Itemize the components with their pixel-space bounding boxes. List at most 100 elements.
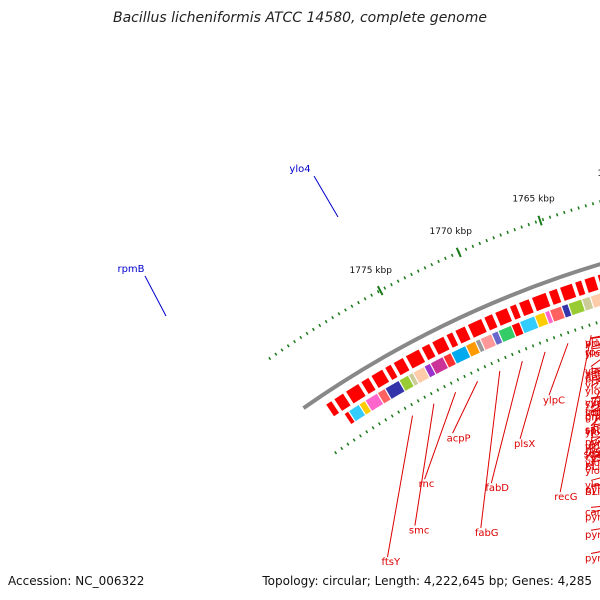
gene-label: recG: [554, 492, 577, 503]
feature-block: [346, 383, 366, 404]
gene-leader: [424, 392, 457, 480]
rna-leader: [313, 175, 339, 218]
feature-block: [590, 293, 600, 308]
gene-label: sdaAA: [584, 450, 600, 461]
ruler-track: 1715 kbp1720 kbp1725 kbp1730 kbp1735 kbp…: [268, 169, 600, 361]
feature-block: [582, 296, 594, 311]
feature-block: [467, 319, 487, 338]
feature-block: [480, 334, 496, 350]
feature-block: [475, 339, 485, 353]
gene-label: pyrK: [585, 530, 600, 541]
feature-block: [597, 274, 600, 283]
feature-block: [451, 346, 471, 364]
gene-label: carB: [585, 507, 600, 518]
feature-block: [498, 325, 516, 343]
gene-label: def: [585, 372, 600, 383]
gene-label: ftsY: [382, 557, 401, 568]
genome-title: Bacillus licheniformis ATCC 14580, compl…: [113, 10, 487, 26]
feature-block: [385, 380, 405, 399]
feature-block: [520, 316, 539, 334]
feature-block: [432, 336, 450, 355]
feature-block: [550, 306, 565, 322]
feature-block: [446, 332, 459, 348]
gene-label: yloS: [585, 386, 600, 397]
feature-block: [399, 375, 414, 391]
ruler-tick: [376, 285, 384, 296]
gene-leader: [480, 370, 501, 528]
gene-label: pyrD: [585, 554, 600, 565]
feature-block: [535, 312, 549, 328]
genome-backbone: [302, 262, 600, 455]
feature-block: [421, 343, 436, 361]
feature-block: [326, 401, 340, 417]
feature-block: [359, 401, 371, 415]
gene-label: spoVM: [585, 426, 600, 437]
gene-label: ylpC: [543, 395, 565, 406]
gene-leader: [590, 335, 600, 339]
feature-block: [545, 310, 554, 324]
gene-label: rpoZ: [585, 445, 600, 456]
gene-label: fabD: [485, 483, 509, 494]
gene-label: sat: [585, 425, 600, 436]
gene-label: BLi01778: [585, 487, 600, 498]
feature-block: [377, 389, 391, 404]
gene-label: priA: [585, 338, 600, 349]
tick-label: 1775 kbp: [350, 266, 393, 276]
gene-label: BLi01777: [585, 462, 600, 473]
rna-leader: [144, 275, 167, 317]
ruler-tick: [537, 215, 543, 226]
feature-block: [466, 341, 480, 357]
feature-block: [443, 353, 456, 368]
feature-block: [361, 377, 376, 395]
feature-block: [393, 358, 410, 376]
gene-label: cysC: [585, 453, 600, 464]
feature-block: [365, 393, 384, 411]
gene-label: yloQ: [585, 449, 600, 460]
gene-label: yloB: [585, 428, 600, 439]
feature-block: [413, 367, 430, 384]
feature-block: [385, 364, 398, 380]
gene-label: fabG: [475, 528, 499, 539]
feature-track: [326, 274, 600, 425]
gene-leader: [490, 360, 523, 484]
gene-label: yloC: [585, 458, 600, 469]
feature-block: [584, 276, 599, 293]
gene-leader: [548, 343, 569, 396]
feature-block: [455, 326, 471, 344]
feature-block: [349, 404, 366, 422]
topology-text: Topology: circular; Length: 4,222,645 bp…: [261, 574, 592, 588]
gene-leader: [387, 415, 413, 558]
tick-label: 1760 kbp: [597, 169, 600, 179]
gene-label: prpC: [585, 411, 600, 422]
ruler-tick: [455, 247, 462, 258]
gene-label: yloI: [585, 349, 600, 360]
gene-leader: [519, 351, 546, 440]
rna-gene-label: ylo4: [289, 164, 310, 175]
gene-leader: [559, 335, 592, 493]
gene-label: cysP: [585, 399, 600, 410]
gene-label: yloV: [585, 367, 600, 378]
gene-label: smc: [409, 526, 429, 537]
feature-block: [575, 280, 586, 296]
rna-gene-label: rpmB: [117, 264, 144, 275]
gene-label: pyrF: [585, 437, 600, 448]
feature-block: [484, 314, 498, 331]
gene-label: ylnE: [585, 369, 600, 380]
feature-block: [492, 331, 503, 345]
feature-block: [519, 299, 534, 317]
gene-label: yloM: [585, 442, 600, 453]
gene-leader: [452, 381, 479, 434]
gene-label: yloN: [585, 338, 600, 349]
tick-label: 1770 kbp: [430, 227, 473, 237]
gene-label: acpP: [447, 433, 471, 444]
gene-label: rpe: [585, 347, 600, 358]
gene-label: ylnF: [585, 398, 600, 409]
gene-label: gmk: [585, 412, 600, 423]
feature-block: [509, 304, 521, 320]
feature-block: [548, 288, 562, 305]
gene-label: ylzA: [585, 380, 600, 391]
gene-label: rnc: [419, 479, 435, 490]
feature-block: [495, 308, 512, 326]
gene-label: ylnD: [585, 480, 600, 491]
feature-block: [511, 322, 524, 337]
